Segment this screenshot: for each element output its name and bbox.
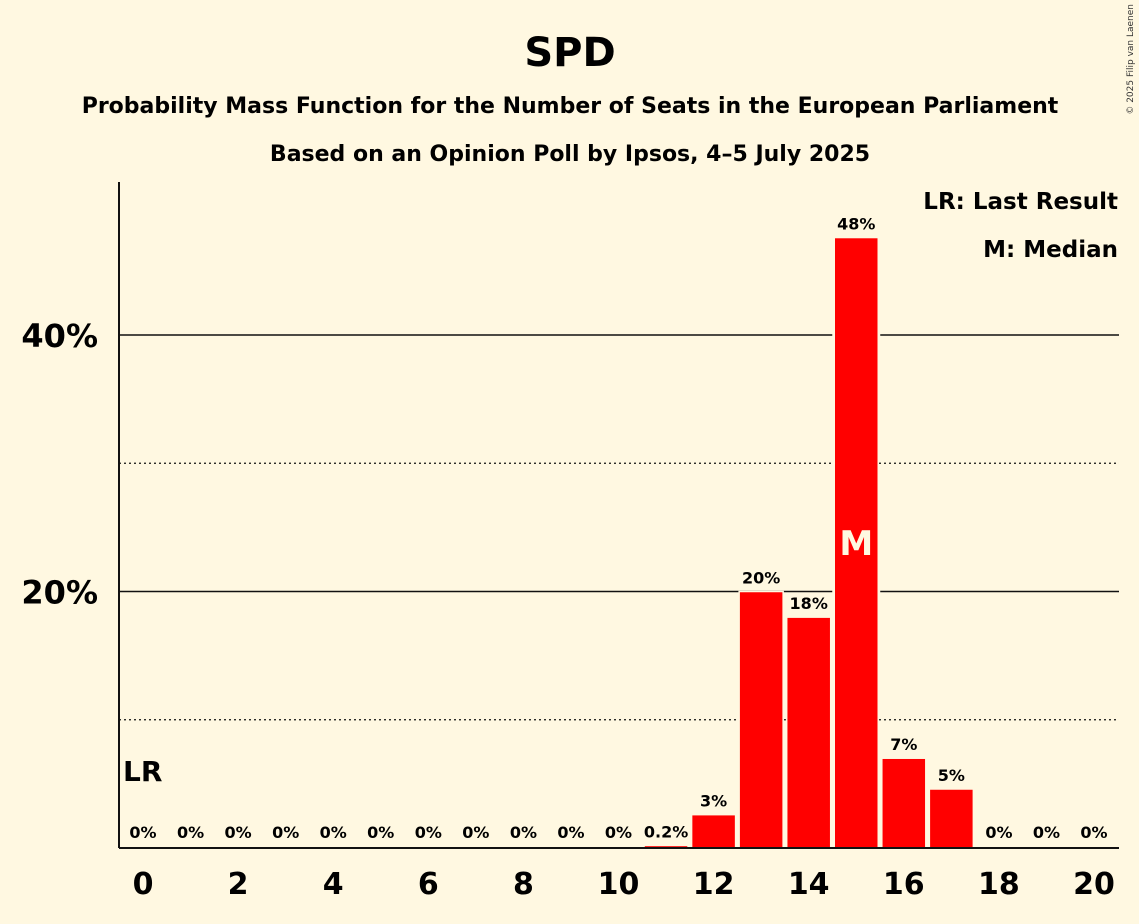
legend-last-result: LR: Last Result — [923, 189, 1118, 215]
x-tick-label: 0 — [133, 867, 154, 902]
chart-subtitle-poll: Based on an Opinion Poll by Ipsos, 4–5 J… — [270, 142, 870, 167]
value-label-seat-5: 0% — [367, 823, 394, 842]
value-label-seat-6: 0% — [415, 823, 442, 842]
x-tick-label: 12 — [693, 867, 735, 902]
value-label-seat-11: 0.2% — [644, 822, 688, 841]
copyright-notice: © 2025 Filip van Laenen — [1126, 4, 1136, 115]
value-label-seat-1: 0% — [177, 823, 204, 842]
value-label-seat-7: 0% — [462, 823, 489, 842]
bar-seat-17 — [928, 788, 975, 849]
bar-seat-12 — [690, 813, 737, 849]
value-label-seat-4: 0% — [320, 823, 347, 842]
x-tick-label: 2 — [228, 867, 249, 902]
value-label-seat-20: 0% — [1080, 823, 1107, 842]
x-tick-label: 8 — [513, 867, 534, 902]
x-tick-label: 18 — [978, 867, 1020, 902]
bar-seat-15 — [833, 236, 879, 849]
bar-seat-14 — [785, 616, 832, 849]
value-label-seat-9: 0% — [557, 823, 584, 842]
x-tick-label: 4 — [323, 867, 344, 902]
x-tick-label: 10 — [598, 867, 640, 902]
bar-seat-16 — [881, 757, 927, 849]
value-labels: 0% 0% 0% 0% 0% 0% 0% 0% 0% 0% 0% 0.2% 3% 20% 18% 48% 7% 5… — [123, 215, 1108, 842]
value-label-seat-0: 0% — [129, 823, 156, 842]
chart-title: SPD — [524, 30, 615, 76]
gridlines — [119, 334, 1119, 721]
x-tick-label: 6 — [418, 867, 439, 902]
value-label-seat-16: 7% — [890, 735, 917, 754]
value-label-seat-8: 0% — [510, 823, 537, 842]
value-label-seat-14: 18% — [790, 594, 828, 613]
y-tick-label: 40% — [21, 317, 98, 355]
value-label-seat-10: 0% — [605, 823, 632, 842]
value-label-seat-12: 3% — [700, 792, 727, 811]
value-label-seat-2: 0% — [225, 823, 252, 842]
value-label-seat-13: 20% — [742, 569, 780, 588]
legend-median: M: Median — [983, 237, 1118, 263]
x-tick-label: 16 — [883, 867, 925, 902]
bars — [643, 236, 975, 849]
axes: 20% 40% 0 2 4 6 8 10 12 14 16 18 20 — [21, 182, 1119, 902]
last-result-marker: LR — [123, 755, 162, 788]
value-label-seat-18: 0% — [985, 823, 1012, 842]
chart-subtitle: Probability Mass Function for the Number… — [82, 94, 1059, 119]
value-label-seat-19: 0% — [1033, 823, 1060, 842]
x-tick-label: 14 — [788, 867, 830, 902]
value-label-seat-3: 0% — [272, 823, 299, 842]
value-label-seat-15: 48% — [837, 215, 875, 234]
median-marker: M — [839, 524, 873, 564]
value-label-seat-17: 5% — [938, 766, 965, 785]
bar-seat-13 — [738, 590, 784, 849]
x-tick-label: 20 — [1073, 867, 1115, 902]
y-tick-label: 20% — [21, 574, 98, 612]
